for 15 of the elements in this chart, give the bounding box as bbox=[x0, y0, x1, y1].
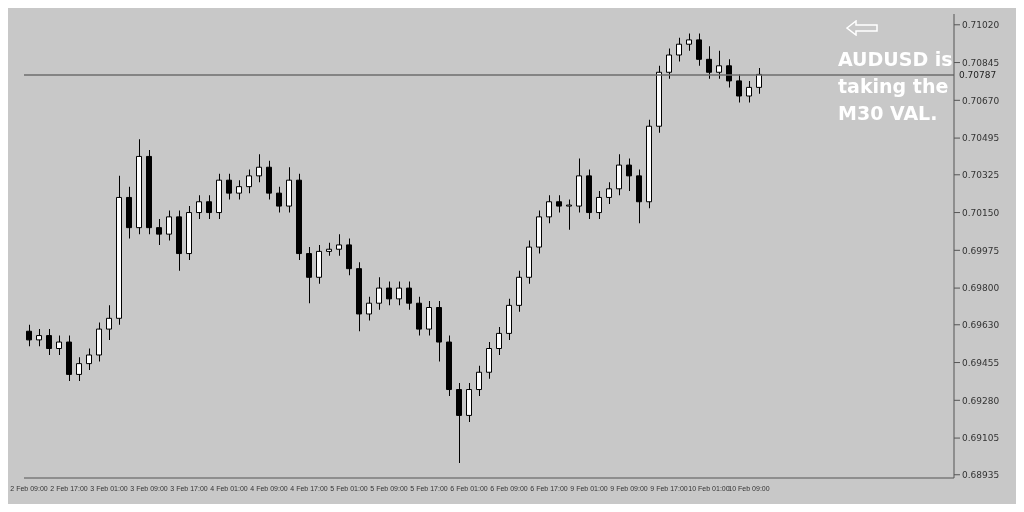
y-tick-label: 0.70150 bbox=[962, 207, 1000, 218]
y-tick-label: 0.69105 bbox=[962, 433, 1000, 444]
y-tick-label: 0.70845 bbox=[962, 57, 1000, 68]
y-tick-label: 0.69630 bbox=[962, 319, 1000, 330]
y-tick-label: 0.68935 bbox=[962, 469, 1000, 480]
ref-line-label: 0.70787 bbox=[959, 70, 997, 81]
y-tick-label: 0.70670 bbox=[962, 95, 1000, 106]
y-tick-label: 0.69975 bbox=[962, 245, 1000, 256]
y-tick-label: 0.70495 bbox=[962, 133, 1000, 144]
candlestick bbox=[566, 199, 572, 230]
y-tick-label: 0.71020 bbox=[962, 19, 1000, 30]
y-tick-label: 0.69455 bbox=[962, 357, 1000, 368]
y-tick-label: 0.69280 bbox=[962, 395, 1000, 406]
y-tick-label: 0.70325 bbox=[962, 169, 1000, 180]
y-tick-label: 0.69800 bbox=[962, 283, 1000, 294]
